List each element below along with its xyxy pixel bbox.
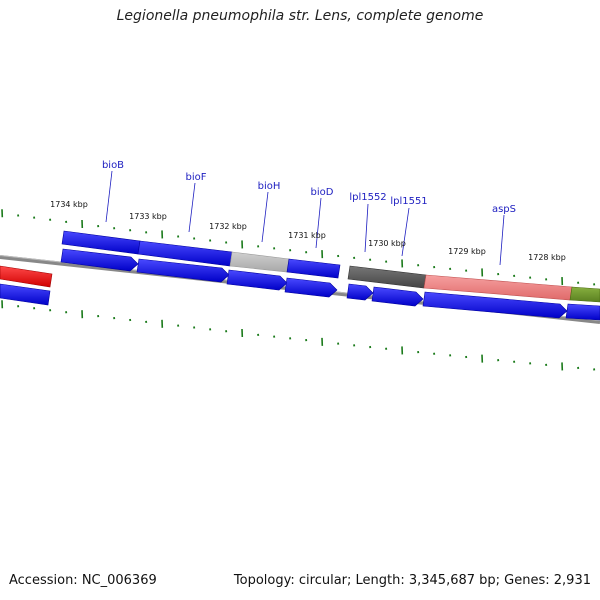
gene-label-aspS: aspS (492, 204, 516, 215)
gene-label-lpl1551: lpl1551 (390, 196, 427, 207)
ruler-labels: 1734 kbp 1733 kbp 1732 kbp 1731 kbp 1730… (50, 200, 566, 262)
upper-strand-features (0, 230, 600, 303)
cds-bioD (286, 258, 341, 279)
leader-aspS (499, 214, 505, 266)
leader-lpl1552 (364, 203, 369, 253)
lower-strand-features (0, 248, 600, 321)
cds-arrow-5 (346, 283, 374, 301)
feature-green (569, 286, 600, 303)
leader-bioH (261, 191, 269, 243)
ruler-label-1731: 1731 kbp (288, 231, 326, 240)
cds-arrow-4 (284, 277, 338, 298)
cds-arrow-2 (136, 258, 230, 283)
accession-text: Accession: NC_006369 (9, 573, 157, 588)
map-title: Legionella pneumophila str. Lens, comple… (116, 8, 484, 24)
genome-summary-text: Topology: circular; Length: 3,345,687 bp… (233, 573, 591, 588)
gene-label-bioF: bioF (186, 172, 207, 183)
gene-label-bioH: bioH (258, 181, 281, 192)
feature-bioH (229, 251, 290, 273)
feature-red (0, 265, 53, 288)
leader-bioB (105, 170, 113, 223)
gene-label-bioB: bioB (102, 160, 124, 171)
cds-arrow-6 (371, 286, 424, 307)
cds-arrow-7 (422, 291, 568, 319)
outer-ruler (1, 209, 596, 286)
ruler-label-1729: 1729 kbp (448, 247, 486, 256)
gene-labels: bioB bioF bioH bioD lpl1552 lpl1551 aspS (102, 160, 516, 215)
cds-arrow-left (0, 283, 51, 306)
ruler-label-1730: 1730 kbp (368, 239, 406, 248)
ruler-label-1732: 1732 kbp (209, 222, 247, 231)
ruler-label-1733: 1733 kbp (129, 212, 167, 221)
cds-arrow-3 (226, 269, 288, 291)
ruler-label-1728: 1728 kbp (528, 253, 566, 262)
feature-lpl1552 (347, 265, 427, 289)
inner-ruler (1, 300, 596, 371)
gene-label-bioD: bioD (311, 187, 334, 198)
cds-arrow-8 (565, 303, 600, 321)
ruler-label-1734: 1734 kbp (50, 200, 88, 209)
leader-lpl1551 (401, 207, 410, 257)
leader-bioF (188, 182, 196, 233)
leader-bioD (315, 197, 322, 249)
cds-arrow-1 (60, 248, 139, 272)
gene-label-leaders (105, 170, 505, 266)
gene-label-lpl1552: lpl1552 (349, 192, 386, 203)
